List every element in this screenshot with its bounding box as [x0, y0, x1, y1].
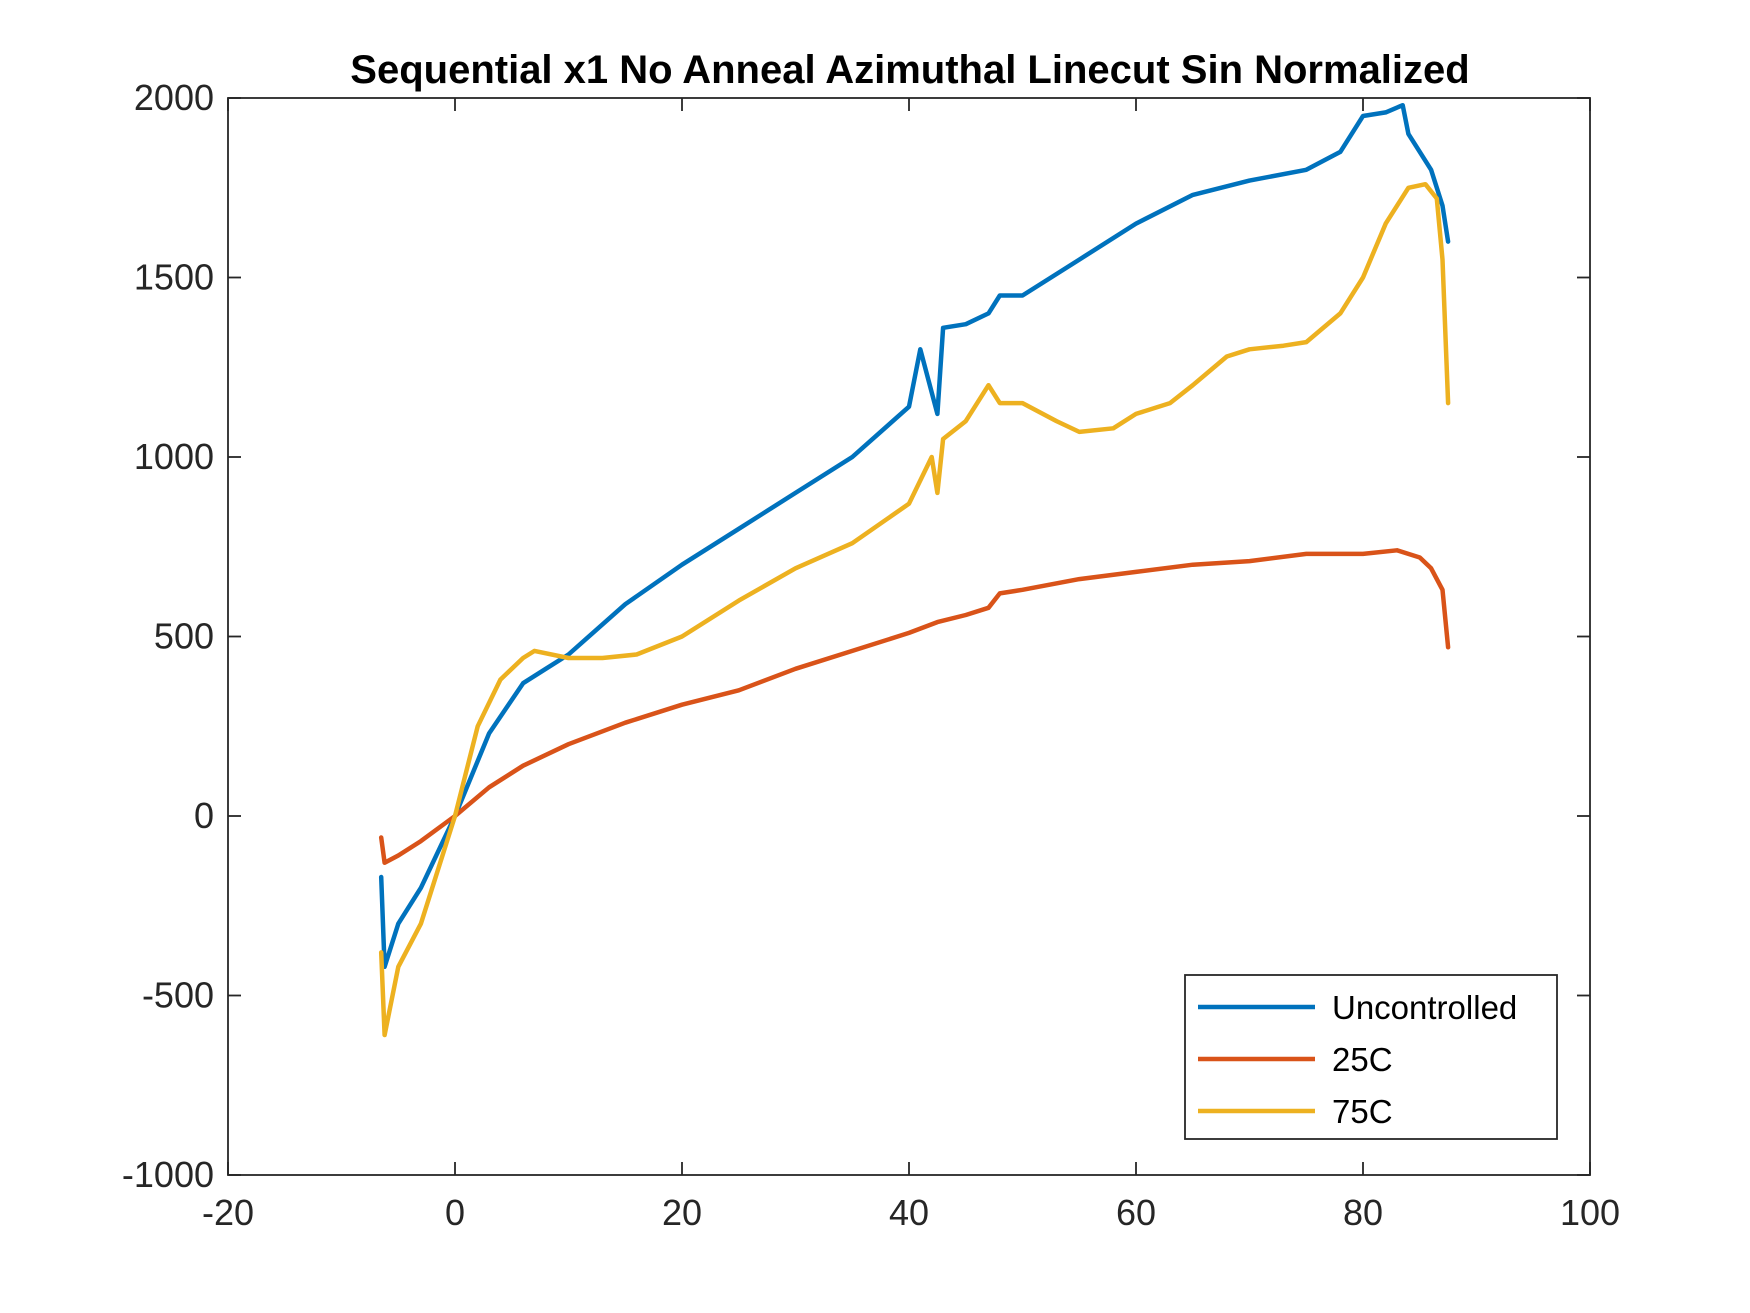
x-tick-label: 60 — [1116, 1192, 1156, 1233]
chart-title: Sequential x1 No Anneal Azimuthal Linecu… — [350, 48, 1469, 92]
legend-label: 75C — [1332, 1093, 1393, 1130]
y-tick-label: -500 — [142, 975, 214, 1016]
y-axis: -1000 -500 0 500 1000 1500 2000 — [122, 77, 1590, 1195]
x-tick-label: 80 — [1343, 1192, 1383, 1233]
x-tick-label: 100 — [1560, 1192, 1620, 1233]
series-line-2 — [378, 548, 1451, 865]
legend-label: 25C — [1332, 1041, 1393, 1078]
legend-label: Uncontrolled — [1332, 989, 1517, 1026]
x-tick-label: -20 — [202, 1192, 254, 1233]
series-layer — [378, 102, 1451, 1038]
y-tick-label: 0 — [194, 795, 214, 836]
y-tick-label: 1000 — [134, 436, 214, 477]
series-line-3 — [378, 181, 1451, 1038]
x-tick-label: 40 — [889, 1192, 929, 1233]
x-axis: -20 0 20 40 60 80 100 — [202, 98, 1620, 1233]
legend: Uncontrolled 25C 75C — [1184, 974, 1558, 1140]
y-tick-label: -1000 — [122, 1154, 214, 1195]
y-tick-label: 1500 — [134, 257, 214, 298]
x-tick-label: 0 — [445, 1192, 465, 1233]
y-tick-label: 500 — [154, 616, 214, 657]
y-tick-label: 2000 — [134, 77, 214, 118]
x-tick-label: 20 — [662, 1192, 702, 1233]
series-line-1 — [378, 102, 1451, 970]
